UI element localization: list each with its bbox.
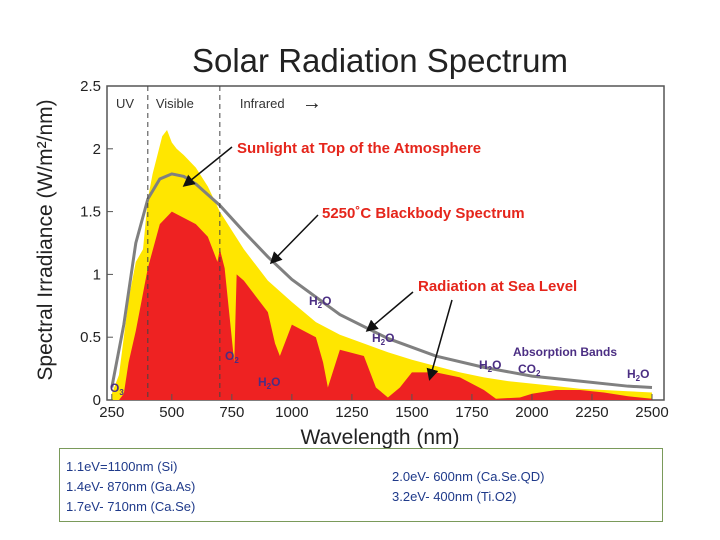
absorption-band-label: H2O bbox=[627, 367, 649, 383]
x-axis-label: Wavelength (nm) bbox=[300, 426, 459, 449]
y-tick-label: 1 bbox=[93, 266, 101, 283]
x-tick-label: 1750 bbox=[455, 404, 488, 421]
infrared-arrow-icon: → bbox=[302, 92, 322, 114]
x-tick-label: 1500 bbox=[395, 404, 428, 421]
sea-level-area bbox=[119, 211, 652, 400]
x-tick-label: 250 bbox=[99, 404, 124, 421]
y-tick-label: 0.5 bbox=[80, 329, 101, 346]
solar-spectrum-chart: Solar Radiation Spectrum Spectral Irradi… bbox=[34, 42, 669, 449]
region-label-uv: UV bbox=[116, 96, 134, 111]
absorption-band-label: O2 bbox=[225, 349, 239, 365]
absorption-band-label: H2O bbox=[258, 375, 280, 391]
annotation-absorption-bands: Absorption Bands bbox=[513, 345, 617, 359]
annotation-top-of-atmosphere: Sunlight at Top of the Atmosphere bbox=[237, 140, 481, 157]
region-label-infrared: Infrared bbox=[240, 96, 285, 111]
annotation-pointer-arrow bbox=[182, 146, 233, 187]
blackbody-curve bbox=[110, 172, 653, 389]
y-tick-label: 2 bbox=[93, 141, 101, 158]
bandgap-note: 2.0eV- 600nm (Ca.Se.QD) bbox=[392, 469, 545, 484]
absorption-band-label: H2O bbox=[372, 331, 394, 347]
y-axis-label: Spectral Irradiance (W/m²/nm) bbox=[34, 99, 57, 380]
x-tick-label: 500 bbox=[159, 404, 184, 421]
x-tick-label: 750 bbox=[219, 404, 244, 421]
x-tick-label: 1250 bbox=[335, 404, 368, 421]
bandgap-note: 1.1eV=1100nm (Si) bbox=[66, 459, 178, 474]
x-tick-label: 1000 bbox=[275, 404, 308, 421]
y-tick-label: 1.5 bbox=[80, 204, 101, 221]
bandgap-note: 1.7eV- 710nm (Ca.Se) bbox=[66, 499, 196, 514]
x-tick-label: 2000 bbox=[515, 404, 548, 421]
plot-area: UV Visible Infrared → 250 500 750 1000 1250 1500 1… bbox=[80, 78, 669, 421]
bandgap-notes-right: 2.0eV- 600nm (Ca.Se.QD) 3.2eV- 400nm (Ti… bbox=[392, 467, 544, 507]
absorption-band-label: CO2 bbox=[518, 362, 541, 378]
y-tick-label: 0 bbox=[93, 392, 101, 409]
bandgap-note: 3.2eV- 400nm (Ti.O2) bbox=[392, 489, 517, 504]
annotation-pointer-arrow bbox=[365, 291, 414, 332]
absorption-band-label: H2O bbox=[479, 358, 501, 374]
annotation-pointer-arrow bbox=[269, 214, 319, 265]
x-tick-label: 2250 bbox=[575, 404, 608, 421]
bandgap-note: 1.4eV- 870nm (Ga.As) bbox=[66, 479, 196, 494]
bandgap-notes-left: 1.1eV=1100nm (Si) 1.4eV- 870nm (Ga.As) 1… bbox=[66, 457, 195, 517]
absorption-band-label: H2O bbox=[309, 294, 331, 310]
annotation-blackbody: 5250˚C Blackbody Spectrum bbox=[322, 205, 525, 222]
annotation-sea-level: Radiation at Sea Level bbox=[418, 278, 577, 295]
y-tick-label: 2.5 bbox=[80, 78, 101, 95]
x-tick-label: 2500 bbox=[635, 404, 668, 421]
absorption-band-label: O3 bbox=[110, 381, 124, 397]
annotation-pointer-arrow bbox=[426, 299, 453, 381]
bandgap-notes-box: 1.1eV=1100nm (Si) 1.4eV- 870nm (Ga.As) 1… bbox=[59, 448, 663, 522]
region-label-visible: Visible bbox=[156, 96, 194, 111]
chart-title: Solar Radiation Spectrum bbox=[192, 42, 568, 79]
